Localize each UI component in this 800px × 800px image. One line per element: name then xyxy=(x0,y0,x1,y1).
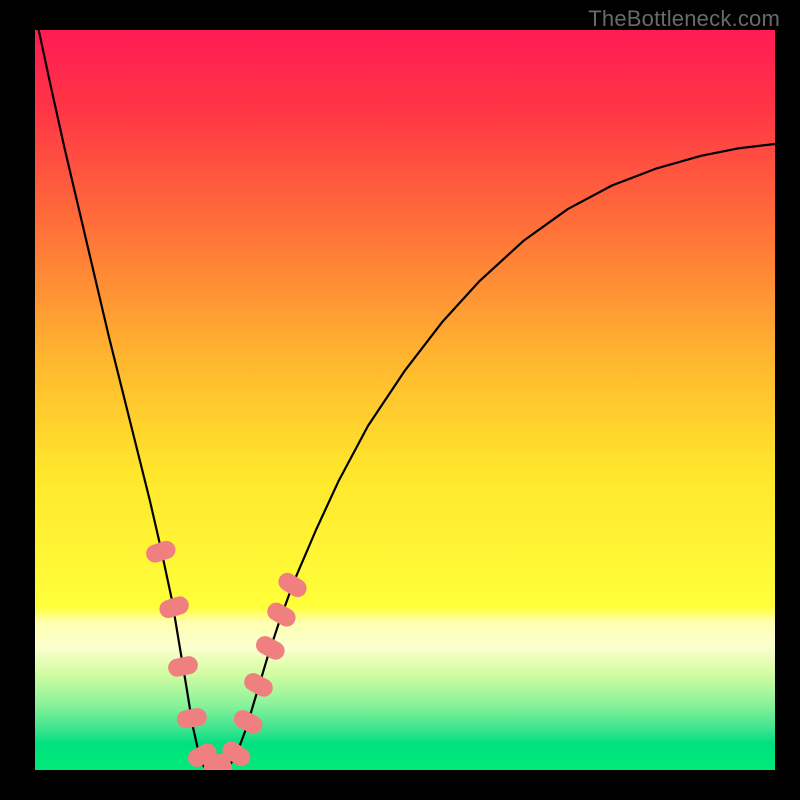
plot-area xyxy=(35,30,775,770)
watermark-text: TheBottleneck.com xyxy=(588,6,780,32)
outer-frame: TheBottleneck.com xyxy=(0,0,800,800)
chart-svg xyxy=(35,30,775,770)
gradient-background xyxy=(35,30,775,770)
